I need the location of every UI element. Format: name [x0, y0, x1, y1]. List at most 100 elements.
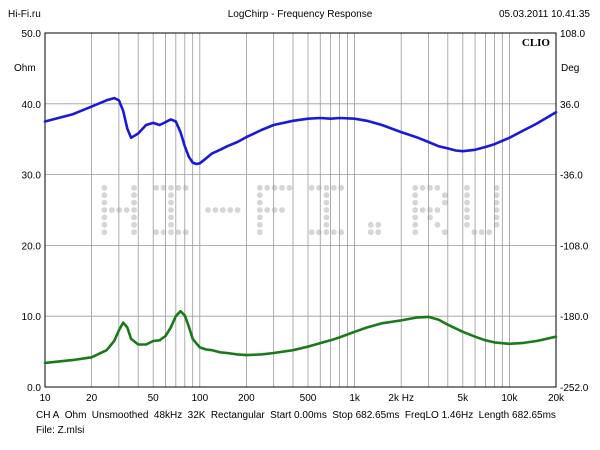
- stop-label: Stop 682.65ms: [332, 410, 400, 421]
- left-axis-unit: Ohm: [14, 63, 36, 74]
- watermark-dot: [256, 221, 263, 228]
- watermark-dot: [419, 184, 426, 191]
- watermark-dot: [375, 221, 382, 228]
- watermark-dot: [212, 207, 219, 213]
- watermark-dot: [471, 229, 478, 236]
- watermark-dot: [131, 207, 137, 213]
- grid: [45, 33, 556, 387]
- watermark-dot: [160, 184, 167, 191]
- watermark-dot: [101, 192, 108, 199]
- clio-logo: CLIO: [522, 37, 551, 49]
- watermark-dot: [478, 229, 485, 236]
- freqlo-label: FreqLO 1.46Hz: [404, 410, 474, 421]
- y-left-tick-label: 10.0: [22, 312, 42, 323]
- y-right-tick-label: 36.0: [560, 100, 580, 111]
- watermark-dot: [464, 192, 470, 199]
- y-left-tick-label: 40.0: [22, 100, 42, 111]
- watermark-dot: [493, 207, 500, 213]
- window-label: Rectangular: [210, 410, 265, 421]
- x-tick-label: 20: [86, 393, 98, 404]
- watermark-dot: [441, 192, 448, 199]
- watermark-dot: [464, 199, 470, 206]
- y-right-tick-label: -180.0: [560, 312, 589, 323]
- watermark-dot: [286, 184, 293, 191]
- impedance-curve: [43, 96, 558, 166]
- watermark-dot: [434, 184, 441, 191]
- watermark-dot: [427, 184, 433, 191]
- x-tick-label: 5k: [458, 393, 470, 404]
- watermark-dot: [412, 184, 419, 191]
- watermark-dot: [441, 229, 448, 236]
- watermark-dot: [256, 207, 263, 213]
- watermark-dot: [308, 184, 315, 191]
- watermark-dot: [175, 229, 182, 236]
- plot-frame: [44, 32, 557, 388]
- watermark-dot: [205, 207, 211, 213]
- watermark-dot: [175, 184, 182, 191]
- watermark-dot: [412, 229, 419, 236]
- watermark-dot: [271, 184, 278, 191]
- watermark-dot: [412, 221, 419, 228]
- watermark-dot: [486, 229, 493, 236]
- watermark-dot: [168, 184, 174, 191]
- sample-rate-label: 48kHz: [153, 410, 183, 421]
- watermark-dot: [323, 199, 330, 206]
- watermark-dot: [464, 221, 470, 228]
- watermark-dot: [323, 207, 330, 213]
- watermark-dot: [168, 192, 174, 199]
- watermark-dot: [123, 207, 130, 213]
- x-tick-label: 100: [191, 393, 208, 404]
- watermark-dot: [419, 207, 426, 213]
- y-right-tick-label: -36.0: [560, 171, 583, 182]
- site-name: Hi-Fi.ru: [8, 9, 41, 20]
- watermark-dot: [256, 229, 263, 236]
- x-tick-label: 10k: [501, 393, 518, 404]
- watermark-dot: [412, 192, 419, 199]
- watermark-dot: [256, 192, 263, 199]
- watermark-dot: [338, 184, 345, 191]
- watermark-dot: [271, 207, 278, 213]
- watermark-dot: [464, 207, 470, 213]
- watermark-dot: [330, 229, 337, 236]
- watermark-dot: [256, 184, 263, 191]
- watermark-dot: [234, 207, 241, 213]
- watermark-dot: [434, 207, 441, 213]
- watermark-dot: [131, 221, 137, 228]
- watermark-dot: [131, 192, 137, 199]
- unit-label: Ohm: [64, 410, 87, 421]
- watermark-dot: [101, 229, 108, 236]
- watermark-dot: [427, 214, 433, 221]
- series-layer: [43, 96, 558, 365]
- settings-bar: CH A Ohm Unsmoothed 48kHz 32K Rectangula…: [36, 410, 556, 421]
- watermark-dot: [323, 192, 330, 199]
- watermark-dot: [101, 207, 108, 213]
- x-tick-label: 500: [300, 393, 317, 404]
- watermark-dot: [330, 184, 337, 191]
- x-tick-label: 200: [238, 393, 255, 404]
- watermark-dot: [264, 184, 271, 191]
- chart-title: LogChirp - Frequency Response: [227, 9, 373, 20]
- watermark-dot: [323, 229, 330, 236]
- right-axis-unit: Deg: [561, 63, 580, 74]
- watermark-dot: [108, 207, 115, 213]
- y-right-tick-label: 108.0: [560, 29, 585, 40]
- length-label: Length 682.65ms: [478, 410, 556, 421]
- watermark-dot: [131, 214, 137, 221]
- watermark-dot: [493, 221, 500, 228]
- watermark-dot: [434, 221, 441, 228]
- start-label: Start 0.00ms: [270, 410, 327, 421]
- watermark-dot: [264, 207, 271, 213]
- watermark-dot: [101, 199, 108, 206]
- watermark-dot: [441, 199, 448, 206]
- x-tick-label: 10: [39, 393, 51, 404]
- watermark-dot: [131, 199, 137, 206]
- tick-labels: 10 20 50 100 200 500 1k 2k Hz 5k 10k 20k 0.0 10.0 20.…: [22, 29, 589, 404]
- watermark-dot: [279, 184, 285, 191]
- x-tick-label: 1k: [349, 393, 361, 404]
- watermark-dot: [168, 214, 174, 221]
- watermark-dot: [323, 184, 330, 191]
- watermark-dot: [153, 184, 160, 191]
- x-tick-label: 50: [148, 393, 160, 404]
- watermark-dot: [427, 207, 433, 213]
- watermark-dot: [323, 221, 330, 228]
